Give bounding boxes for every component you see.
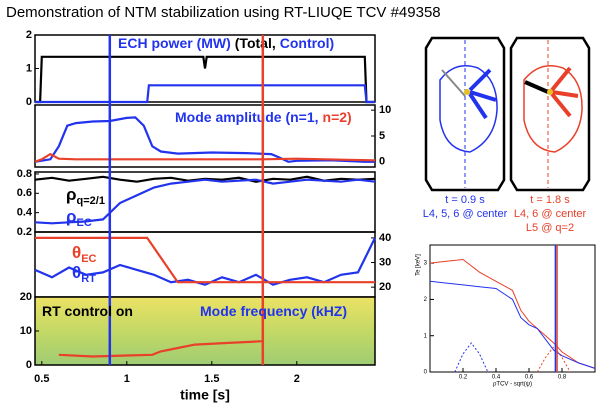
panel-label: RT control on [42,303,133,319]
label-symbol: ρ [66,185,77,204]
label-part: (Total, [235,35,276,51]
y-tick-label: 2 [26,29,32,41]
x-axis-label: time [s] [180,387,230,403]
diagram-note: L4, 5, 6 @ center [423,208,508,220]
series-line [34,178,376,225]
series-line [34,152,376,163]
panel-label: ρEC [66,207,92,228]
series-line [58,340,263,358]
y-tick-label: 0.4 [17,207,33,219]
panel-label: ρq=2/1 [66,185,105,206]
x-tick-label: 1.5 [204,373,219,385]
label-symbol: θ [72,243,81,262]
y-tick-label: 0.6 [17,187,32,199]
y2-tick-label: 40 [379,232,391,244]
y2-tick-label: 30 [379,256,391,268]
label-subscript: RT [81,273,96,285]
label-subscript: EC [77,217,92,229]
series-line [429,280,596,369]
y2-tick-label: 0 [379,156,385,168]
x-tick-label: 0.5 [34,373,49,385]
y-tick-label: 1 [26,62,32,74]
label-subscript: EC [81,253,96,265]
x-tick-label: 0.6 [525,375,534,381]
y-tick-label: 2 [424,297,428,303]
label-part: Mode amplitude (n=1, [175,109,319,125]
series-line [34,237,376,286]
x-tick-label: 0.4 [492,375,501,381]
y2-tick-label: 10 [379,104,391,116]
diagram-time: t = 0.9 s [445,194,485,206]
y-tick-label: 1 [424,333,428,339]
series-line [35,55,375,104]
label-symbol: Mode frequency (kHZ) [200,303,347,319]
x-tick-label: 0.8 [558,375,567,381]
panel-label: ECH power (MW) (Total, Control) [118,35,334,51]
y-tick-label: 0 [26,96,32,108]
y2-tick-label: 20 [379,281,391,293]
series-line [34,116,375,163]
label-part: ECH power (MW) [118,35,231,51]
label-part: n=2) [323,109,352,125]
plot-frame [429,244,596,373]
label-symbol: ρ [66,207,77,226]
tcv-diagram: t = 0.9 s L4, 5, 6 @ center [423,36,508,220]
series-line [429,258,596,369]
y-tick-label: 0.2 [17,226,32,238]
x-axis-label: ρTCV - sqrt(ψ) [493,382,532,388]
y-tick-label: 0 [424,370,428,376]
x-tick-label: 2 [294,373,300,385]
series-line [35,236,375,284]
label-part: Control) [280,35,334,51]
spectrogram [35,297,375,365]
label-symbol: RT control on [42,303,133,319]
tcv-diagram: t = 1.8 s L4, 6 @ center L5 @ q=2 [509,36,591,234]
series-line [454,342,489,373]
y-axis-label: Te [keV] [416,254,422,276]
diagram-note: L5 @ q=2 [526,222,574,234]
x-tick-label: 0.2 [459,375,468,381]
diagram-note: L4, 6 @ center [514,208,587,220]
series-line [35,84,375,104]
series-line [536,345,571,373]
panel-label: θEC [72,243,97,264]
y-tick-label: 0 [26,359,32,371]
y2-tick-label: 5 [379,130,385,142]
panel-label: θRT [72,263,96,284]
panel-label: Mode amplitude (n=1, n=2) [175,109,352,125]
y-tick-label: 10 [20,325,32,337]
y-tick-label: 20 [20,291,32,303]
x-tick-label: 1 [124,373,130,385]
diagram-time: t = 1.8 s [530,194,570,206]
figure-title: Demonstration of NTM stabilization using… [6,4,441,21]
label-subscript: q=2/1 [77,195,105,207]
label-symbol: θ [72,263,81,282]
y-tick-label: 3 [424,261,428,267]
y-tick-label: 0.8 [17,168,32,180]
panel-label: Mode frequency (kHZ) [200,303,347,319]
